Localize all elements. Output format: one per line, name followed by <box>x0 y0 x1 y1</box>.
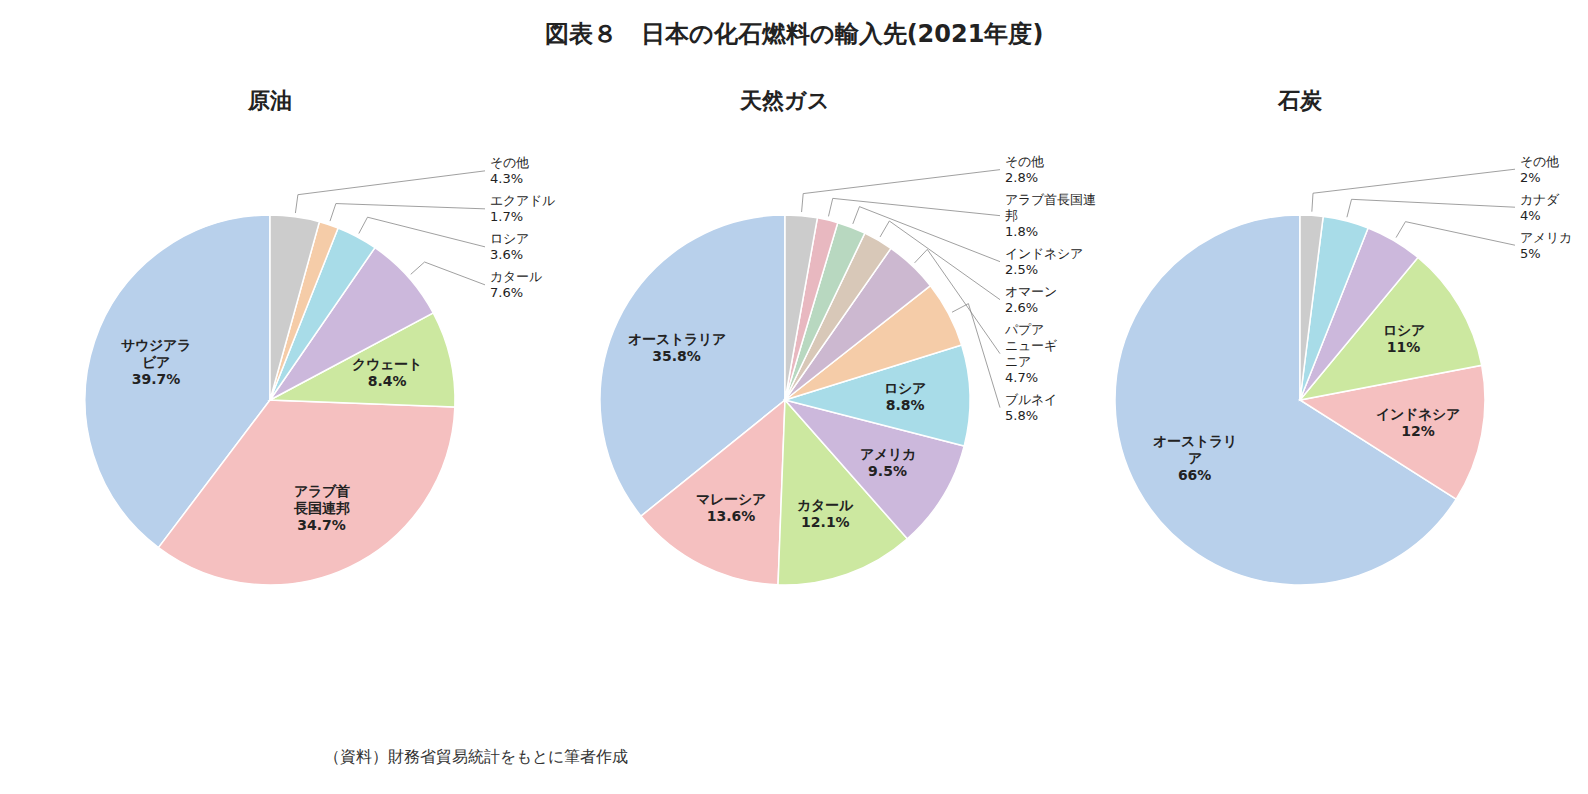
slice-label: サウジアラビア <box>121 337 191 370</box>
slice-value-label: 7.6% <box>490 285 523 300</box>
chart-title: 石炭 <box>1277 88 1323 113</box>
slice-label: インドネシア <box>1005 246 1083 261</box>
slice-label: その他 <box>1520 154 1559 169</box>
slice-value-label: 2.8% <box>1005 170 1038 185</box>
slice-value-label: 34.7% <box>297 517 346 533</box>
slice-label: エクアドル <box>490 193 555 208</box>
slice-label: アラブ首長国連邦 <box>1005 192 1096 223</box>
slice-label: インドネシア <box>1376 406 1460 422</box>
slice-value-label: 12% <box>1401 423 1435 439</box>
slice-value-label: 2.6% <box>1005 300 1038 315</box>
leader-line <box>1396 222 1515 246</box>
leader-line <box>915 249 1000 353</box>
pie: サウジアラビア39.7% アラブ首長国連邦34.7% クウェート8.4% その他4.3… <box>85 155 555 585</box>
pie: オーストラリア66% インドネシア12% ロシア11% その他2% カナダ4% アメリカ5… <box>1115 154 1572 585</box>
slice-label: カタール <box>490 269 542 284</box>
slice-label: カタール <box>797 497 854 513</box>
slice-value-label: 66% <box>1178 467 1212 483</box>
slice-value-label: 2.5% <box>1005 262 1038 277</box>
leader-line <box>828 198 1000 216</box>
slice-label: アメリカ <box>860 446 916 462</box>
slice-value-label: 9.5% <box>868 463 907 479</box>
slice-label: クウェート <box>352 356 422 372</box>
slice-label: ブルネイ <box>1005 392 1057 407</box>
slice-label: その他 <box>490 155 529 170</box>
slice-label: オーストラリア <box>628 331 726 347</box>
slice-value-label: 4.7% <box>1005 370 1038 385</box>
slice-value-label: 5.8% <box>1005 408 1038 423</box>
chart-title: 原油 <box>247 88 292 113</box>
slice-label: ロシア <box>884 380 926 396</box>
data-labels: オーストラリア35.8% マレーシア13.6% カタール12.1% アメリカ9.5% ロ… <box>628 154 1096 529</box>
leader-line <box>330 204 485 222</box>
slice-value-label: 1.8% <box>1005 224 1038 239</box>
slice-label: その他 <box>1005 154 1044 169</box>
chart-canvas: 図表８ 日本の化石燃料の輸入先(2021年度) （資料）財務省貿易統計をもとに筆者… <box>0 0 1588 794</box>
slice-value-label: 35.8% <box>652 348 701 364</box>
data-labels: サウジアラビア39.7% アラブ首長国連邦34.7% クウェート8.4% その他4.3… <box>121 155 555 533</box>
leader-line <box>1312 169 1515 211</box>
leader-line <box>853 207 1000 262</box>
slice-label: オマーン <box>1005 284 1057 299</box>
caption: （資料）財務省貿易統計をもとに筆者作成 <box>324 747 628 766</box>
slice-value-label: 13.6% <box>707 508 756 524</box>
slices <box>85 215 455 585</box>
slice-value-label: 12.1% <box>801 514 850 530</box>
leader-line <box>952 304 1000 408</box>
slice-label: ロシア <box>1383 322 1425 338</box>
slice-label: オーストラリア <box>1153 433 1237 466</box>
leader-line <box>295 171 485 213</box>
pie-slice <box>785 215 817 400</box>
pie-slice <box>158 400 454 585</box>
slice-label: パプアニューギニア <box>1004 322 1057 369</box>
pie-slice <box>270 215 319 400</box>
slice-value-label: 5% <box>1520 246 1541 261</box>
slice-value-label: 4.3% <box>490 171 523 186</box>
data-labels: オーストラリア66% インドネシア12% ロシア11% その他2% カナダ4% アメリカ5… <box>1153 154 1572 483</box>
pie: オーストラリア35.8% マレーシア13.6% カタール12.1% アメリカ9.5% ロ… <box>600 154 1096 585</box>
slices <box>1115 215 1485 585</box>
slice-value-label: 39.7% <box>132 371 181 387</box>
slice-label: アラブ首長国連邦 <box>293 483 350 516</box>
slice-value-label: 2% <box>1520 170 1541 185</box>
slice-value-label: 4% <box>1520 208 1541 223</box>
slice-value-label: 11% <box>1387 339 1421 355</box>
chart-title: 天然ガス <box>739 88 830 113</box>
pie-slice <box>641 400 785 585</box>
leader-line <box>1347 199 1515 217</box>
slice-label: ロシア <box>490 231 529 246</box>
figure-title: 図表８ 日本の化石燃料の輸入先(2021年度) <box>545 20 1044 48</box>
slice-label: アメリカ <box>1520 230 1572 245</box>
leader-line <box>411 262 485 285</box>
slice-value-label: 8.4% <box>368 373 407 389</box>
pie-slice <box>1300 215 1323 400</box>
slice-value-label: 3.6% <box>490 247 523 262</box>
slices <box>600 215 970 585</box>
slice-label: マレーシア <box>696 491 766 507</box>
slice-value-label: 1.7% <box>490 209 523 224</box>
leader-line <box>880 221 1000 300</box>
slice-value-label: 8.8% <box>886 397 925 413</box>
leader-line <box>359 217 485 247</box>
slice-label: カナダ <box>1520 192 1560 207</box>
